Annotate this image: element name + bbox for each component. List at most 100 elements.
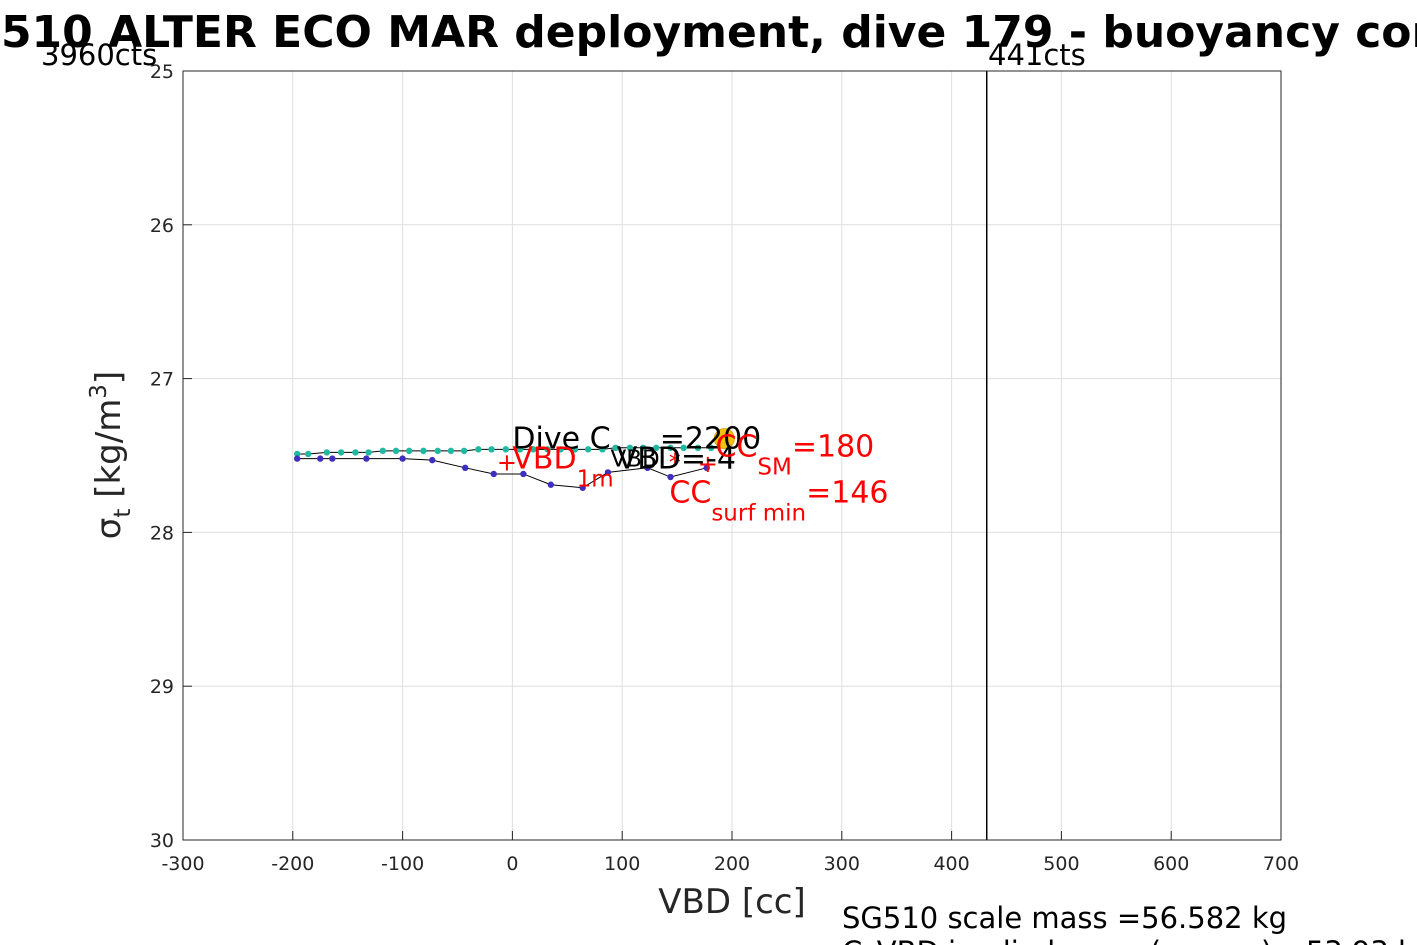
series-1-point [429,456,436,464]
series-0-point [530,446,537,453]
series-0-point [392,447,400,455]
y-axis-label-close: ] [89,371,129,384]
x-tick-label: 0 [506,853,518,875]
series-1-point [579,484,586,491]
annotation-0: Dive CVBD=2200 [512,422,761,473]
series-1-point [547,481,555,488]
x-tick-label: 400 [933,853,969,875]
series-1-point [490,470,497,478]
chart-title: SG510 ALTER ECO MAR deployment, dive 179… [0,7,1417,58]
x-tick-label: 700 [1263,853,1299,875]
x-tick-label: 300 [824,853,860,875]
series-0-point [639,444,647,452]
annotation-1: VBD1m [512,442,613,493]
series-1-point [363,455,370,462]
annotation-sub: 1m [577,467,614,493]
series-0-point [460,447,468,455]
annotation-sub: SM [757,454,791,480]
series-0-point [502,446,510,453]
x-tick-label: 100 [604,853,640,875]
y-axis-label: σt [kg/m3] [86,371,136,539]
series-0-point [434,447,441,455]
annotation-sub: VBD [611,447,660,473]
series-0-point [599,446,606,453]
series-0-point [405,447,413,455]
y-tick-label: 25 [150,61,174,83]
top-right-counts-label: 441cts [988,38,1086,72]
series-0-point [379,447,387,455]
tick-layer: -300 -200 -100 0 100 200 300 400 500 600 700 25 26 27… [150,61,1299,875]
series-0-point [612,444,619,452]
series-1-point [520,470,527,478]
series-0-point [544,446,551,453]
series-0-point [337,449,345,456]
series-0-point [571,446,579,453]
annotation-value: =180 [792,429,874,464]
red-marker: * [669,449,681,477]
series-0-point [557,446,564,453]
y-axis-label-sup: 3 [86,384,112,399]
annotation-main: VBD [512,442,576,477]
overlay-layer: + + * [497,71,988,840]
series-1-point [644,464,651,472]
series-0-point [475,446,482,453]
x-tick-label: -300 [161,853,204,875]
series-0-point [352,449,359,456]
series-0-point [420,447,427,455]
series-1-point [703,464,710,472]
series-0-point [653,444,660,452]
series-0-point [365,449,372,456]
y-tick-label: 28 [150,522,174,544]
red-marker: + [698,450,718,478]
annotation-value: =-4 [681,442,736,477]
x-tick-label: 600 [1153,853,1189,875]
x-tick-label: 500 [1043,853,1079,875]
y-axis-label-unit: [kg/m [89,399,129,509]
series-1-point [667,473,674,481]
dive-cvbd-point [713,428,735,450]
y-tick-label: 29 [150,676,174,698]
series-0-point [680,444,687,452]
series-0-point [584,446,592,453]
x-tick-label: 200 [714,853,750,875]
annotation-value: =2200 [660,422,761,457]
series-0-point [293,450,301,458]
series-0-point [707,444,715,452]
series-1-point [604,469,612,476]
x-axis-label: VBD [cc] [658,882,806,922]
series-0-point [447,447,455,455]
y-tick-label: 30 [150,830,174,852]
series-0-point [626,444,634,452]
series-0-point [667,444,674,452]
x-tick-label: -200 [271,853,314,875]
series-1-point [399,455,406,462]
annotation-value: =146 [806,475,888,510]
series-1-point [329,455,336,462]
y-tick-label: 26 [150,215,174,237]
top-left-counts-label: 3960cts [41,38,157,72]
annotation-main: VBD [617,442,681,477]
series-1-point [293,455,301,462]
annotation-main: Dive C [512,422,610,457]
y-tick-label: 27 [150,369,174,391]
annotation-2: VBD=-4 [617,442,736,477]
implied-mass-text: C_VBD implied mass (approx) =53.93 kg [842,935,1417,945]
series-1-point [317,455,324,462]
series-0-point [304,450,312,458]
series-0-point [323,449,331,456]
annotation-3: CCSM=180 [716,429,875,480]
series-0-point [488,446,495,453]
red-marker: + [497,449,517,477]
y-axis-label-sigma: σ [89,518,129,540]
series-0-point [516,446,524,453]
series-1-point [461,464,469,472]
annotation-layer: Dive CVBD=2200VBD1mVBD=-4CCSM=180CCsurf … [512,422,888,527]
annotation-main: CC [716,429,758,464]
scale-mass-text: SG510 scale mass =56.582 kg [842,901,1287,935]
series-0-point [694,444,702,452]
annotation-sub: surf min [711,500,806,526]
x-tick-label: -100 [381,853,424,875]
annotation-4: CCsurf min=146 [669,475,888,526]
series-layer [293,444,715,491]
